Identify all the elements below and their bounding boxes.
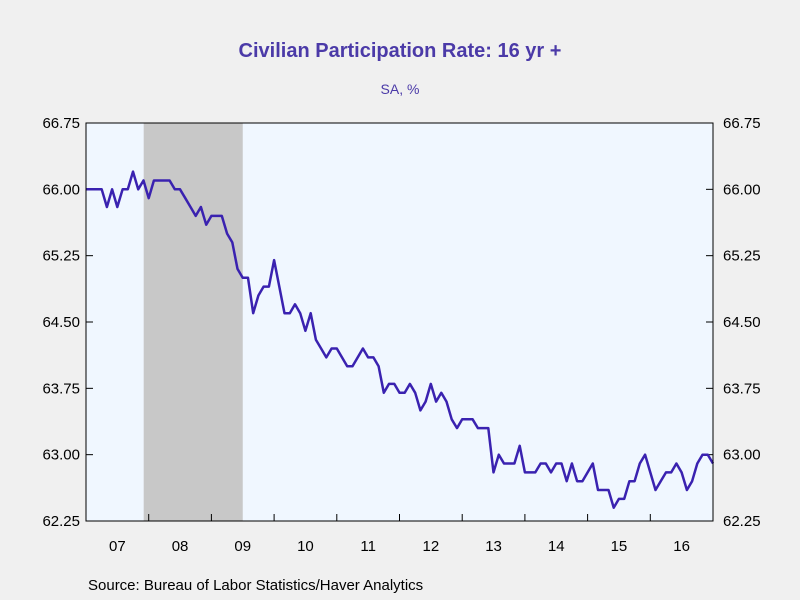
chart-title: Civilian Participation Rate: 16 yr + bbox=[238, 40, 562, 62]
x-tick-label: 12 bbox=[423, 538, 440, 555]
x-tick-label: 15 bbox=[611, 538, 628, 555]
y-tick-label-right: 64.50 bbox=[723, 314, 761, 331]
x-tick-label: 07 bbox=[109, 538, 126, 555]
participation-rate-line bbox=[86, 170, 715, 509]
x-tick-label: 11 bbox=[360, 538, 376, 555]
y-tick-label-left: 64.50 bbox=[42, 314, 80, 331]
y-tick-label-right: 63.75 bbox=[723, 380, 761, 397]
x-tick-label: 14 bbox=[548, 538, 565, 555]
chart-subtitle: SA, % bbox=[380, 81, 420, 97]
x-tick-label: 16 bbox=[673, 538, 690, 555]
y-tick-label-right: 62.25 bbox=[723, 513, 761, 530]
x-tick-label: 10 bbox=[297, 538, 314, 555]
y-tick-label-right: 66.00 bbox=[723, 181, 761, 198]
y-tick-label-left: 63.75 bbox=[42, 380, 80, 397]
source-note: Source: Bureau of Labor Statistics/Haver… bbox=[88, 577, 424, 594]
x-tick-label: 08 bbox=[172, 538, 189, 555]
recession-shading bbox=[143, 123, 243, 521]
y-tick-label-right: 66.75 bbox=[723, 115, 761, 132]
y-tick-label-right: 63.00 bbox=[723, 447, 761, 464]
y-tick-label-left: 66.75 bbox=[42, 115, 80, 132]
y-tick-label-left: 66.00 bbox=[42, 181, 80, 198]
y-tick-label-left: 63.00 bbox=[42, 447, 80, 464]
y-tick-label-left: 62.25 bbox=[42, 513, 80, 530]
x-tick-label: 09 bbox=[234, 538, 251, 555]
x-tick-label: 13 bbox=[485, 538, 502, 555]
plot-frame bbox=[85, 122, 714, 522]
y-tick-label-left: 65.25 bbox=[42, 248, 80, 265]
y-tick-label-right: 65.25 bbox=[723, 248, 761, 265]
